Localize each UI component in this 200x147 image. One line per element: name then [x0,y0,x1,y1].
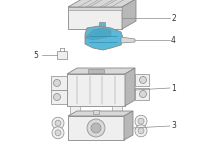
Circle shape [140,76,146,83]
Polygon shape [51,90,67,104]
Text: 5: 5 [33,51,38,60]
Circle shape [138,128,144,134]
Circle shape [54,80,60,86]
Polygon shape [70,106,80,114]
Polygon shape [68,7,122,10]
Polygon shape [85,28,111,40]
Polygon shape [112,106,122,114]
Text: 3: 3 [171,122,176,131]
Polygon shape [51,76,67,90]
Circle shape [52,127,64,139]
Text: 1: 1 [171,83,176,92]
Polygon shape [121,37,135,43]
Bar [88,69,104,73]
Circle shape [135,125,147,137]
Polygon shape [124,111,133,140]
Polygon shape [68,7,122,29]
Circle shape [135,115,147,127]
Text: 2: 2 [171,14,176,22]
Polygon shape [67,74,125,106]
Circle shape [54,93,60,101]
Polygon shape [68,111,133,116]
Polygon shape [93,110,99,113]
Polygon shape [68,0,136,7]
Polygon shape [67,68,135,74]
Polygon shape [68,116,124,140]
Circle shape [55,130,61,136]
Polygon shape [122,0,136,29]
Circle shape [140,91,146,98]
Circle shape [55,120,61,126]
Circle shape [87,119,105,137]
Polygon shape [99,22,105,26]
Polygon shape [135,88,149,100]
Circle shape [91,123,101,133]
Text: 4: 4 [171,35,176,45]
Circle shape [52,117,64,129]
Circle shape [138,118,144,124]
Polygon shape [85,26,123,50]
Polygon shape [125,68,135,106]
Bar [57,51,67,59]
Polygon shape [135,74,149,86]
